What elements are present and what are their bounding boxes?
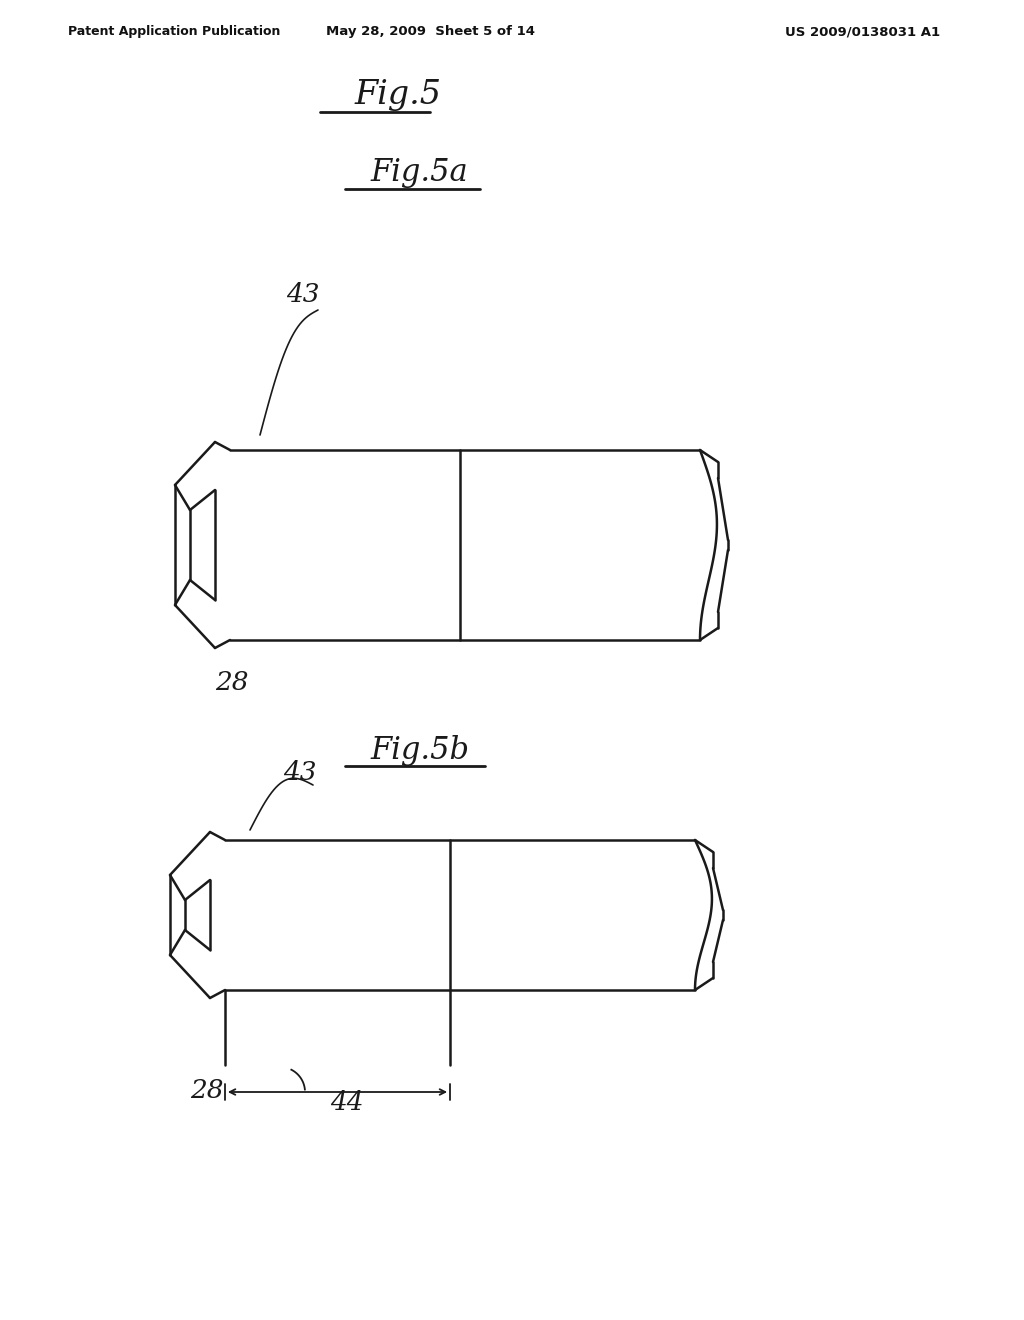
Text: Fig.5: Fig.5 <box>355 79 442 111</box>
Text: 43: 43 <box>283 759 316 784</box>
Text: 43: 43 <box>286 282 319 308</box>
Text: US 2009/0138031 A1: US 2009/0138031 A1 <box>784 25 940 38</box>
Text: 44: 44 <box>330 1089 364 1114</box>
Text: May 28, 2009  Sheet 5 of 14: May 28, 2009 Sheet 5 of 14 <box>326 25 535 38</box>
Text: Fig.5b: Fig.5b <box>370 734 469 766</box>
Text: 28: 28 <box>215 669 249 694</box>
Text: Patent Application Publication: Patent Application Publication <box>68 25 281 38</box>
Text: Fig.5a: Fig.5a <box>370 157 468 187</box>
Text: 28: 28 <box>190 1077 223 1102</box>
